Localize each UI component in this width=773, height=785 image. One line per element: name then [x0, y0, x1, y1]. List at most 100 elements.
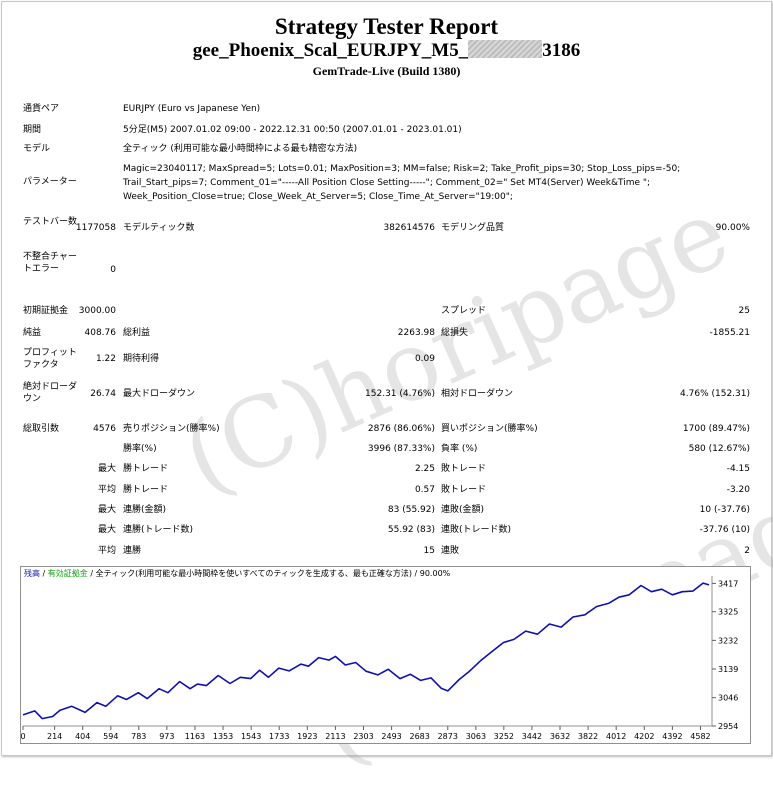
short-label: 売りポジション(勝率%) [123, 424, 220, 434]
x-tick-label: 2303 [353, 732, 373, 741]
spread-label: スプレッド [441, 306, 487, 316]
legend-balance: 残高 [24, 568, 40, 578]
max-label: 最大 [97, 505, 116, 515]
x-tick-label: 214 [47, 732, 62, 741]
long-value: 1700 (89.47%) [682, 424, 750, 434]
ticks-value: 382614576 [383, 223, 435, 233]
chart-legend: 残高 / 有効証拠金 / 全ティック(利用可能な最小時間枠を使いすべてのティック… [24, 568, 451, 578]
params-line: Magic=23040117; MaxSpread=5; Lots=0.01; … [123, 164, 681, 174]
loss-rate-value: 580 (12.67%) [688, 444, 750, 454]
ea-name-prefix: gee_Phoenix_Scal_EURJPY_M5_ [192, 40, 469, 61]
legend-separator: / [412, 569, 420, 578]
avg-cons-loss-label: 連敗 [441, 546, 460, 556]
rel-dd-value: 4.76% (152.31) [680, 389, 750, 399]
chart-border [20, 566, 751, 744]
gross-loss-label: 総損失 [441, 328, 469, 338]
max-dd-label: 最大ドローダウン [123, 389, 196, 399]
legend-separator: / [40, 569, 48, 578]
period-value: 5分足(M5) 2007.01.02 09:00 - 2022.12.31 00… [123, 125, 462, 135]
max-label: 最大 [97, 464, 116, 474]
x-tick-label: 2683 [410, 732, 430, 741]
mismatch-value: 0 [110, 265, 116, 275]
bars-value: 1177058 [75, 223, 116, 233]
deposit-label: 初期証拠金 [23, 306, 69, 316]
report-frame [1, 1, 772, 756]
cons-loss-trades-label: 連敗(トレード数) [441, 525, 512, 535]
symbol-value: EURJPY (Euro vs Japanese Yen) [123, 104, 261, 114]
net-label: 純益 [23, 328, 42, 338]
x-tick-label: 4012 [606, 732, 626, 741]
x-tick-label: 2113 [325, 732, 345, 741]
x-tick-label: 4582 [690, 732, 710, 741]
cons-win-trades-label: 連勝(トレード数) [123, 525, 194, 535]
x-tick-label: 594 [103, 732, 118, 741]
cons-win-money-value: 83 (55.92) [387, 505, 435, 515]
x-tick-label: 1543 [241, 732, 261, 741]
net-value: 408.76 [84, 328, 117, 338]
x-tick-label: 4202 [634, 732, 654, 741]
ticks-label: モデルティック数 [123, 223, 195, 233]
y-tick-label: 2954 [718, 722, 738, 731]
gross-profit-label: 総利益 [123, 328, 151, 338]
expected-label: 期待利得 [123, 354, 160, 364]
gross-loss-value: -1855.21 [709, 328, 750, 338]
cons-loss-money-value: 10 (-37.76) [699, 505, 750, 515]
quality-value: 90.00% [715, 223, 750, 233]
y-tick-label: 3325 [718, 608, 738, 617]
ea-name: gee_Phoenix_Scal_EURJPY_M5_ 3186 [0, 40, 773, 62]
legend-model: 全ティック(利用可能な最小時間枠を使いすべてのティックを生成する、最も正確な方法… [96, 568, 412, 578]
y-tick-label: 3046 [718, 694, 738, 703]
x-tick-label: 3063 [466, 732, 486, 741]
y-tick-label: 3417 [718, 579, 738, 588]
max-win-value: 2.25 [414, 464, 435, 474]
legend-separator: / [88, 569, 96, 578]
expected-value: 0.09 [414, 354, 435, 364]
win-trade-label: 勝トレード [123, 464, 169, 474]
lose-trade-label: 敗トレード [441, 485, 487, 495]
avg-label: 平均 [97, 546, 116, 556]
x-tick-label: 1353 [213, 732, 233, 741]
cons-loss-trades-value: -37.76 (10) [699, 525, 750, 535]
spread-value: 25 [738, 306, 750, 316]
server-build: GemTrade-Live (Build 1380) [312, 64, 461, 78]
long-label: 買いポジション(勝率%) [441, 424, 538, 434]
x-tick-label: 4392 [662, 732, 682, 741]
params-label: パラメーター [23, 177, 77, 187]
mismatch-label: 不整合チャートエラー [23, 252, 77, 274]
params-line: Week_Position_Close=true; Close_Week_At_… [123, 192, 513, 202]
x-tick-label: 2873 [438, 732, 458, 741]
cons-win-trades-value: 55.92 (83) [387, 525, 435, 535]
rel-dd-label: 相対ドローダウン [441, 389, 514, 399]
win-trade-label: 勝トレード [123, 485, 169, 495]
gross-profit-value: 2263.98 [397, 328, 435, 338]
abs-dd-label: 絶対ドローダウン [23, 382, 78, 404]
max-dd-value: 152.31 (4.76%) [365, 389, 435, 399]
abs-dd-value: 26.74 [90, 389, 116, 399]
y-tick-label: 3139 [718, 665, 738, 674]
x-tick-label: 973 [159, 732, 174, 741]
legend-quality: 90.00% [420, 569, 451, 578]
pf-value: 1.22 [95, 354, 116, 364]
x-tick-label: 3252 [494, 732, 514, 741]
x-tick-label: 2493 [381, 732, 401, 741]
cons-win-money-label: 連勝(金額) [123, 505, 167, 515]
x-tick-label: 3822 [578, 732, 598, 741]
total-trades-value: 4576 [93, 424, 116, 434]
x-tick-label: 783 [131, 732, 146, 741]
x-tick-label: 1923 [297, 732, 317, 741]
redaction-block [468, 40, 543, 58]
x-tick-label: 0 [20, 732, 25, 741]
x-tick-label: 3442 [522, 732, 542, 741]
params-line: Trail_Start_pips=7; Comment_01="-----All… [123, 178, 651, 188]
legend-equity: 有効証拠金 [48, 568, 88, 578]
deposit-value: 3000.00 [78, 306, 116, 316]
pf-label: プロフィットファクタ [23, 348, 77, 370]
model-value: 全ティック (利用可能な最小時間枠による最も精密な方法) [123, 144, 358, 154]
cons-loss-money-label: 連敗(金額) [441, 505, 485, 515]
lose-trade-label: 敗トレード [441, 464, 487, 474]
avg-loss-value: -3.20 [726, 485, 750, 495]
model-label: モデル [23, 144, 51, 154]
bars-label: テストバー数 [23, 217, 78, 227]
report-title: Strategy Tester Report [274, 14, 499, 39]
avg-cons-loss-value: 2 [744, 546, 750, 556]
